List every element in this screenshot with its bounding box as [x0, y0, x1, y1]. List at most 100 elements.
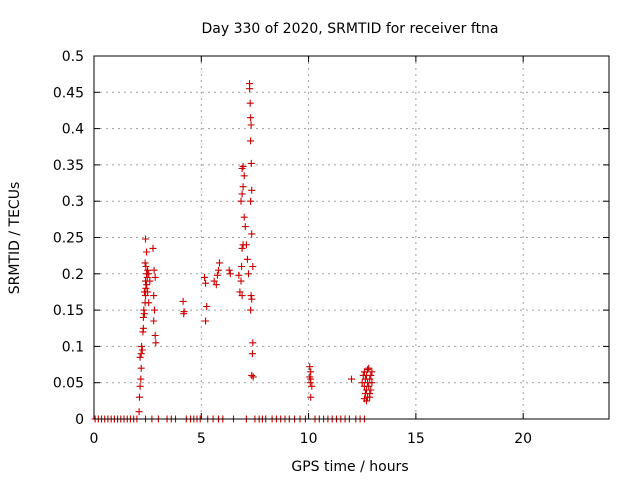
data-point — [236, 288, 244, 296]
data-point — [240, 172, 248, 180]
data-point — [367, 386, 375, 394]
data-point — [226, 270, 234, 278]
data-point — [179, 297, 187, 305]
data-point — [138, 342, 146, 350]
y-tick-label: 0.45 — [53, 85, 84, 101]
y-tick-label: 0.5 — [62, 49, 84, 65]
data-point — [238, 292, 246, 300]
data-point — [248, 230, 256, 238]
data-point — [203, 303, 211, 310]
data-point — [249, 373, 257, 381]
data-point — [307, 368, 315, 376]
data-point — [216, 259, 223, 267]
data-point — [247, 159, 255, 167]
x-tick-label: 15 — [407, 431, 425, 447]
data-point — [139, 313, 147, 321]
y-tick-label: 0.05 — [53, 376, 84, 392]
y-tick-label: 0.35 — [53, 158, 84, 174]
y-tick-label: 0.4 — [62, 122, 84, 138]
data-point — [241, 223, 249, 231]
data-point — [248, 371, 256, 379]
data-point — [146, 277, 154, 285]
data-point — [143, 273, 151, 281]
y-tick-label: 0 — [75, 412, 84, 428]
data-point — [246, 99, 254, 107]
x-tick-label: 0 — [90, 431, 99, 447]
data-point — [151, 273, 159, 281]
data-point — [136, 382, 144, 390]
data-point — [245, 270, 252, 278]
data-point — [150, 317, 158, 325]
data-point — [367, 371, 375, 379]
data-point — [140, 306, 148, 314]
data-point — [202, 317, 210, 325]
data-point — [142, 292, 149, 300]
data-point — [139, 324, 147, 332]
x-tick-label: 5 — [197, 431, 206, 447]
data-point — [247, 306, 255, 314]
data-point — [306, 379, 314, 387]
data-point — [137, 375, 145, 383]
y-tick-label: 0.2 — [62, 267, 84, 283]
data-point — [151, 306, 158, 314]
chart-title: Day 330 of 2020, SRMTID for receiver ftn… — [201, 21, 498, 37]
data-point — [366, 393, 374, 401]
data-point — [150, 292, 158, 300]
data-point — [363, 397, 370, 405]
data-point — [140, 310, 148, 318]
data-point — [237, 197, 245, 205]
data-point — [247, 114, 255, 122]
data-point — [247, 197, 255, 205]
data-point — [308, 382, 316, 390]
data-point — [213, 271, 221, 279]
data-point — [247, 292, 255, 300]
data-point — [348, 375, 355, 383]
x-tick-label: 10 — [300, 431, 318, 447]
data-point — [150, 266, 158, 274]
data-point — [238, 190, 246, 198]
data-point — [142, 263, 150, 270]
y-tick-label: 0.3 — [62, 194, 84, 210]
data-point — [248, 350, 256, 358]
data-point — [239, 162, 247, 170]
data-point — [137, 350, 145, 358]
data-point — [143, 248, 151, 256]
plot-frame — [93, 55, 610, 420]
data-point — [249, 339, 257, 347]
data-point — [202, 279, 210, 287]
data-point — [240, 213, 248, 221]
data-point — [136, 393, 143, 401]
data-point — [225, 266, 233, 274]
data-point — [246, 85, 254, 93]
data-point — [212, 281, 220, 289]
data-point — [306, 363, 314, 371]
data-point — [307, 393, 315, 401]
data-point — [149, 244, 157, 252]
x-axis-label: GPS time / hours — [291, 459, 408, 475]
data-point — [142, 284, 150, 292]
y-tick-label: 0.1 — [62, 339, 84, 355]
data-point — [145, 299, 153, 307]
data-point — [142, 235, 149, 243]
y-axis-label: SRMTID / TECUs — [7, 182, 23, 295]
data-point — [248, 186, 256, 194]
data-point — [215, 266, 222, 274]
data-point — [238, 263, 246, 270]
data-point — [138, 346, 146, 354]
data-point — [364, 366, 372, 374]
data-point — [365, 382, 373, 390]
y-tick-label: 0.25 — [53, 231, 84, 247]
data-point — [145, 270, 153, 278]
data-point — [238, 244, 246, 252]
data-point — [137, 364, 145, 372]
data-point — [242, 241, 250, 249]
data-point — [247, 121, 255, 129]
data-point — [249, 263, 257, 270]
data-point — [141, 259, 149, 267]
data-point — [144, 288, 152, 296]
data-point — [247, 137, 255, 145]
data-point — [136, 353, 144, 361]
data-point — [152, 339, 160, 347]
data-point — [368, 368, 376, 376]
